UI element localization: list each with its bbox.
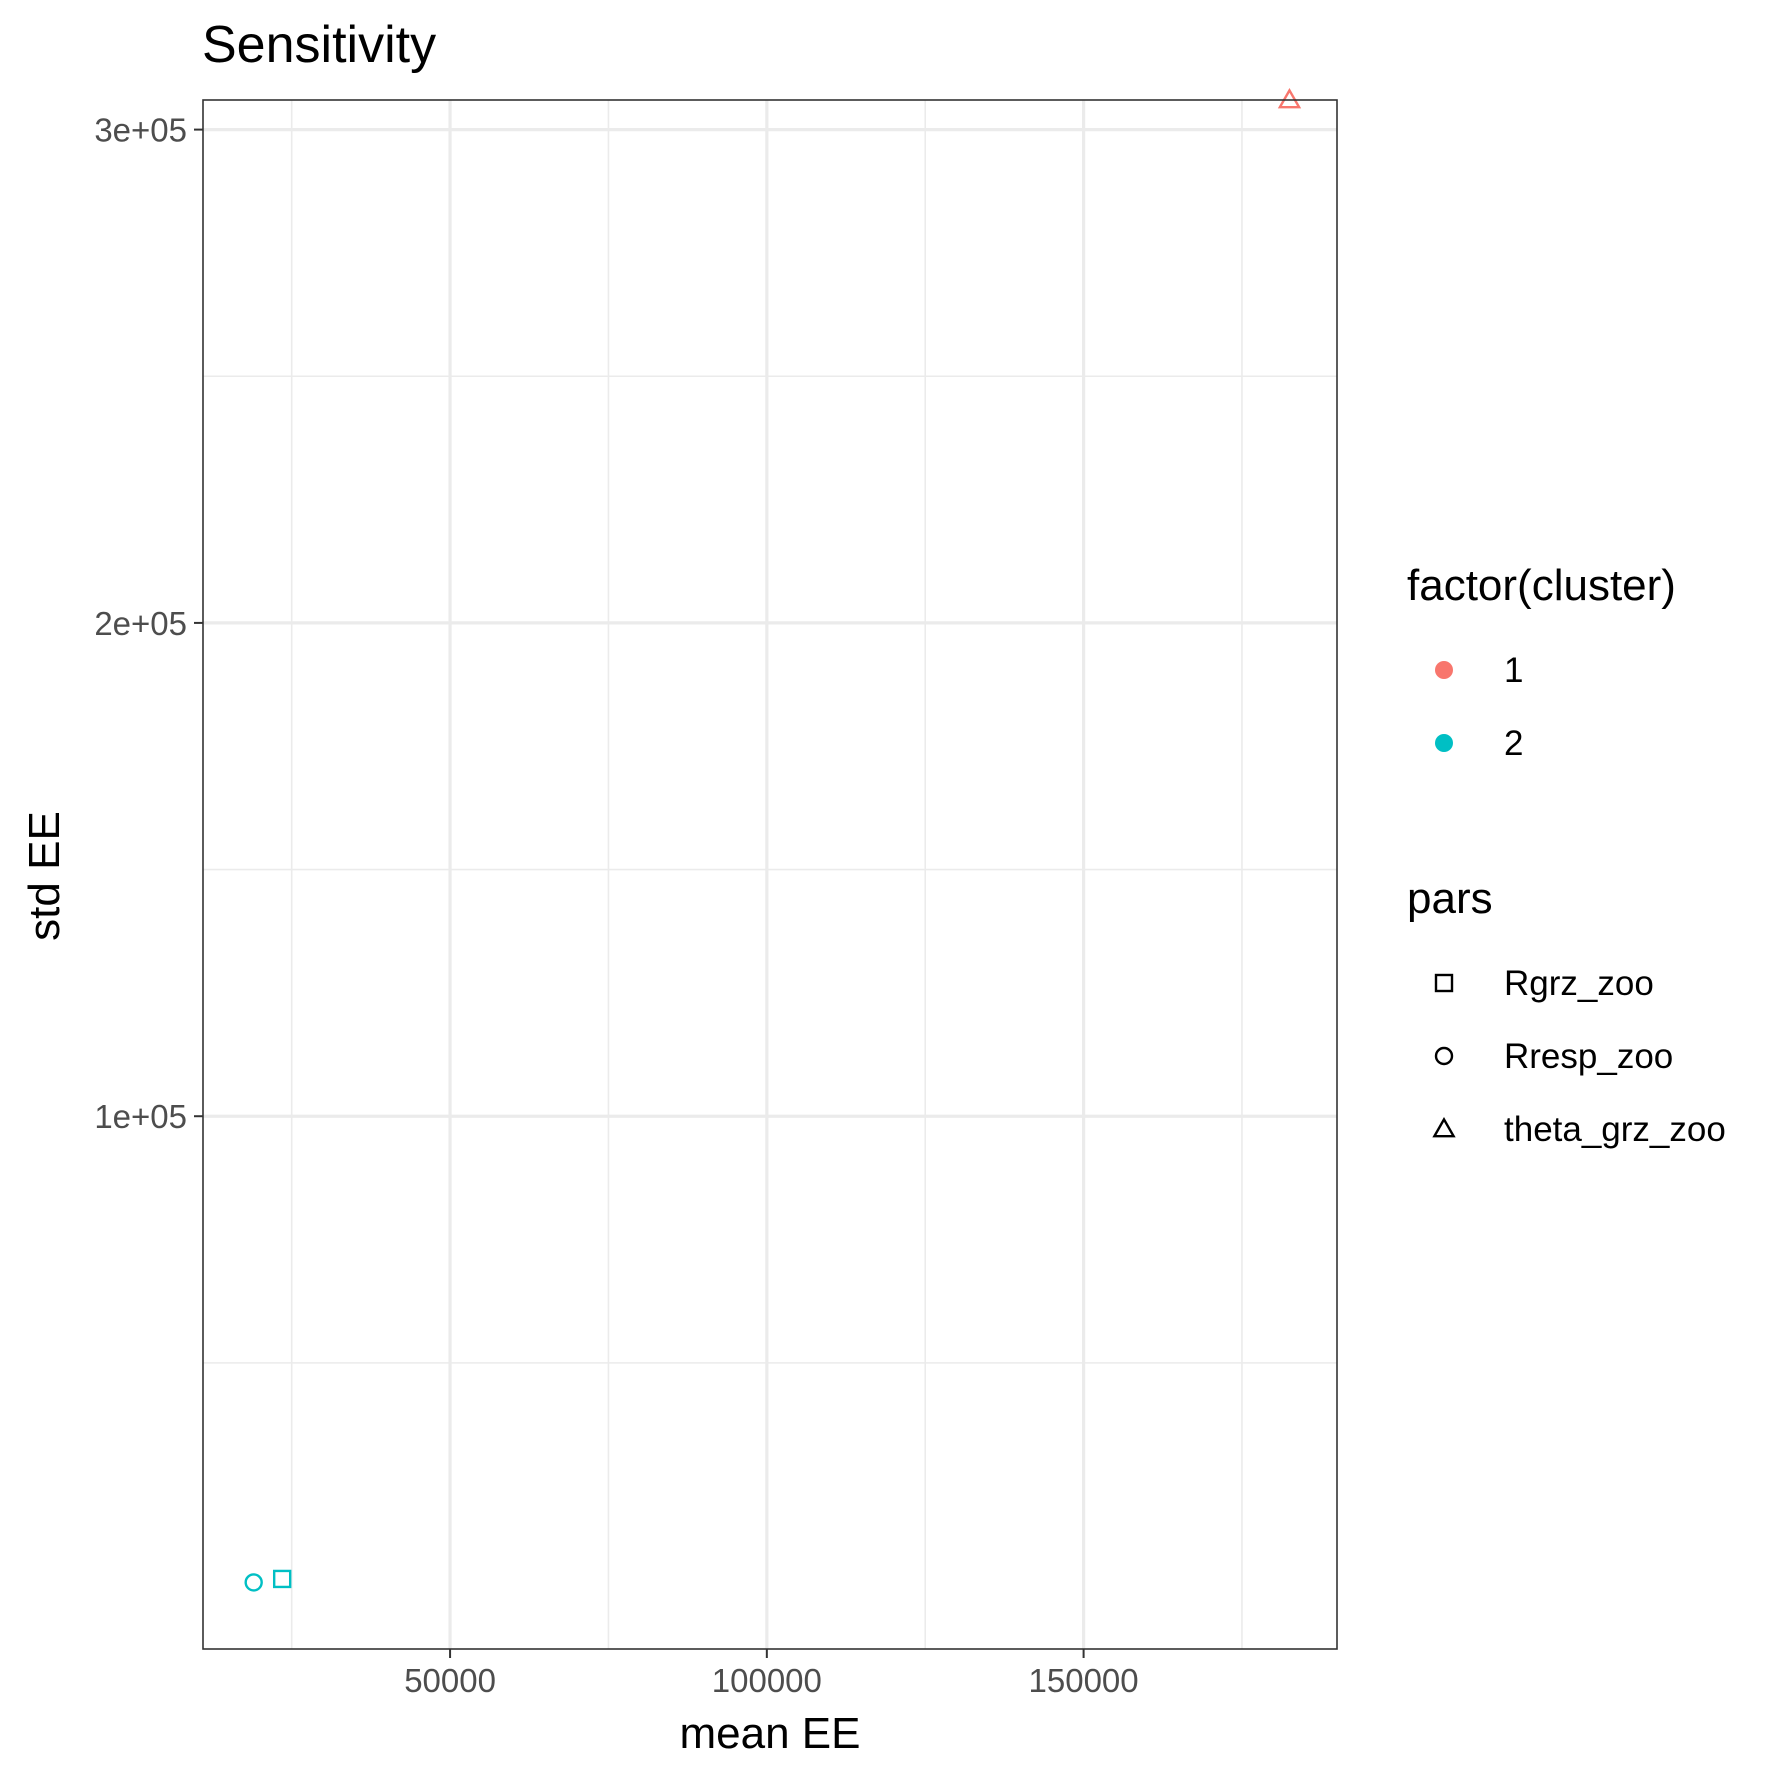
panel-border bbox=[202, 99, 1338, 1650]
legend-key-dot bbox=[1435, 661, 1453, 679]
legend: factor(cluster) 1 2 pars Rgrz_zoo Rresp_zooth… bbox=[1407, 561, 1726, 1149]
y-axis: 1e+05 2e+05 3e+05 bbox=[94, 112, 203, 1135]
legend-label: Rgrz_zoo bbox=[1504, 964, 1654, 1003]
legend-key-dot bbox=[1435, 734, 1453, 752]
legend-label: 1 bbox=[1504, 651, 1523, 690]
legend-title: factor(cluster) bbox=[1407, 561, 1676, 610]
panel-background bbox=[203, 100, 1337, 1649]
legend-label: Rresp_zoo bbox=[1504, 1037, 1673, 1076]
legend-label: 2 bbox=[1504, 724, 1523, 763]
plot-panel bbox=[202, 87, 1338, 1650]
x-tick-label: 150000 bbox=[1029, 1662, 1139, 1699]
point-theta-grz-zoo bbox=[1277, 87, 1302, 109]
y-tick-label: 3e+05 bbox=[94, 112, 187, 149]
legend-title: pars bbox=[1407, 874, 1493, 923]
x-tick-label: 100000 bbox=[712, 1662, 822, 1699]
y-tick-label: 2e+05 bbox=[94, 605, 187, 642]
y-tick-label: 1e+05 bbox=[94, 1098, 187, 1135]
point-Rgrz-zoo bbox=[272, 1569, 292, 1589]
legend-key-triangle bbox=[1432, 1116, 1456, 1138]
data-points bbox=[244, 87, 1302, 1592]
chart-title: Sensitivity bbox=[202, 16, 436, 74]
y-axis-title: std EE bbox=[20, 811, 69, 941]
x-axis-title: mean EE bbox=[680, 1709, 861, 1758]
x-tick-label: 50000 bbox=[404, 1662, 496, 1699]
point-Rresp-zoo bbox=[244, 1573, 263, 1592]
legend-key-circle bbox=[1434, 1046, 1454, 1066]
x-axis: 50000 100000 150000 bbox=[404, 1649, 1139, 1699]
legend-key-square bbox=[1434, 973, 1454, 993]
grid-lines bbox=[203, 100, 1337, 1649]
legend-label: theta_grz_zoo bbox=[1504, 1110, 1726, 1149]
